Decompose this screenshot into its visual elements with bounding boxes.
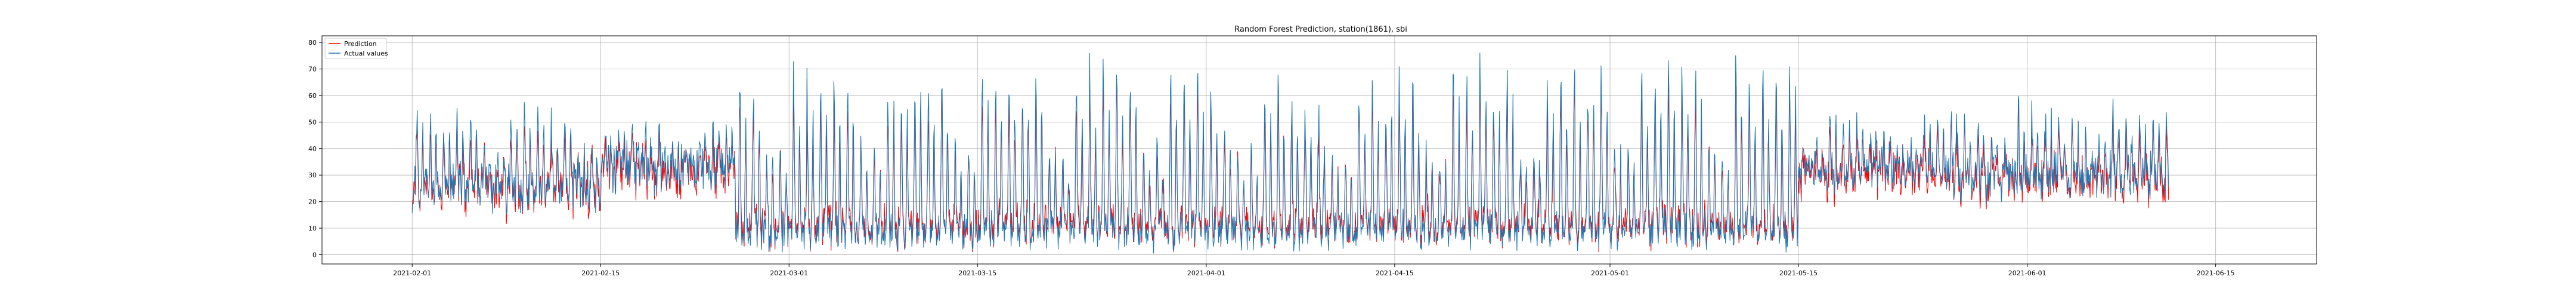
x-tick-label: 2021-06-15 bbox=[2197, 269, 2235, 277]
x-axis: 2021-02-01 2021-02-15 2021-03-01 2021-03-15… bbox=[393, 264, 2235, 277]
y-tick-label: 50 bbox=[308, 118, 317, 126]
plot-area bbox=[411, 53, 2169, 254]
y-tick-label: 80 bbox=[308, 39, 317, 47]
axes-frame bbox=[321, 35, 2317, 265]
x-tick-label: 2021-03-01 bbox=[770, 269, 808, 277]
x-tick-label: 2021-03-15 bbox=[958, 269, 996, 277]
x-tick-label: 2021-04-01 bbox=[1187, 269, 1225, 277]
x-tick-label: 2021-02-01 bbox=[393, 269, 431, 277]
series-line-actual bbox=[411, 53, 2169, 254]
legend-label-prediction: Prediction bbox=[344, 40, 377, 48]
legend: Prediction Actual values bbox=[324, 38, 388, 59]
y-tick-label: 60 bbox=[308, 92, 317, 100]
x-tick-label: 2021-04-15 bbox=[1376, 269, 1414, 277]
y-tick-label: 10 bbox=[308, 225, 317, 232]
y-tick-label: 30 bbox=[308, 171, 317, 179]
legend-label-actual: Actual values bbox=[344, 50, 388, 57]
chart-title: Random Forest Prediction, station(1861),… bbox=[1234, 25, 1407, 34]
x-tick-label: 2021-06-01 bbox=[2008, 269, 2046, 277]
y-axis: 0 10 20 30 40 50 60 70 80 bbox=[308, 39, 322, 259]
y-tick-label: 40 bbox=[308, 145, 317, 153]
y-tick-label: 0 bbox=[312, 251, 317, 259]
x-tick-label: 2021-05-01 bbox=[1591, 269, 1629, 277]
x-tick-label: 2021-02-15 bbox=[581, 269, 620, 277]
y-tick-label: 20 bbox=[308, 198, 317, 206]
y-tick-label: 70 bbox=[308, 66, 317, 73]
x-tick-label: 2021-05-15 bbox=[1779, 269, 1818, 277]
